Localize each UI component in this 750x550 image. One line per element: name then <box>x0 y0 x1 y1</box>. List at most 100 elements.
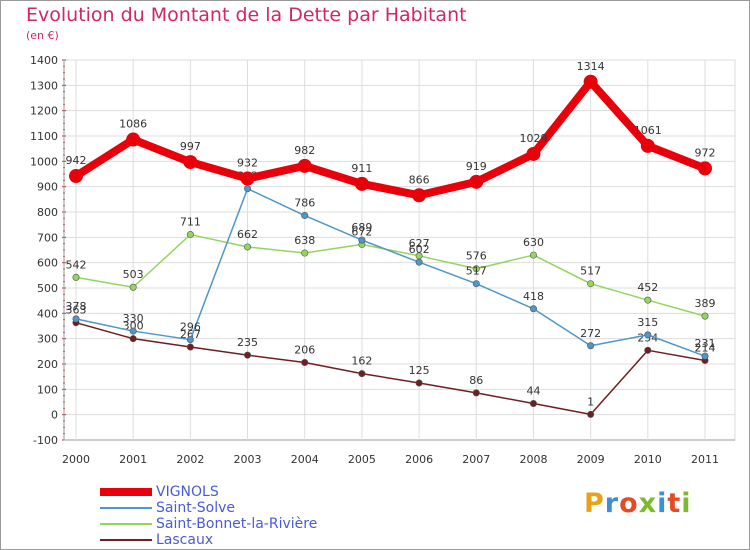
legend-item: VIGNOLS <box>100 484 380 500</box>
data-label: 296 <box>180 321 201 334</box>
data-label: 235 <box>237 336 258 349</box>
data-label: 1061 <box>634 124 662 137</box>
data-label: 972 <box>695 146 716 159</box>
data-label: 638 <box>294 234 315 247</box>
data-point <box>301 212 309 220</box>
data-point <box>472 389 480 397</box>
data-point <box>129 283 137 291</box>
data-point <box>297 158 312 173</box>
data-label: 1 <box>587 395 594 408</box>
data-point <box>415 379 423 387</box>
data-point <box>587 410 595 418</box>
data-point <box>644 296 652 304</box>
legend-swatch <box>100 488 152 496</box>
data-label: 627 <box>409 237 430 250</box>
x-tick-label: 2008 <box>519 453 547 466</box>
legend-swatch <box>100 507 152 509</box>
data-label: 542 <box>66 258 87 271</box>
data-point <box>244 351 252 359</box>
data-point <box>529 251 537 259</box>
data-label: 517 <box>580 265 601 278</box>
series-line-VIGNOLS <box>72 77 709 200</box>
logo-letter: P <box>584 488 605 519</box>
y-tick-label: -100 <box>33 434 58 447</box>
legend-item: Saint-Bonnet-la-Rivière <box>100 516 380 532</box>
data-label: 1314 <box>577 60 605 73</box>
x-tick-label: 2010 <box>634 453 662 466</box>
data-label: 672 <box>351 225 372 238</box>
data-point <box>358 370 366 378</box>
x-tick-label: 2011 <box>691 453 719 466</box>
x-tick-label: 2004 <box>291 453 319 466</box>
series-line-Lascaux <box>75 321 706 416</box>
data-label: 214 <box>695 341 716 354</box>
legend-item: Lascaux <box>100 532 380 548</box>
chart-subtitle: (en €) <box>26 29 59 42</box>
data-label: 630 <box>523 236 544 249</box>
data-label: 911 <box>351 162 372 175</box>
x-tick-label: 2009 <box>577 453 605 466</box>
y-tick-label: 1100 <box>30 130 58 143</box>
y-tick-label: 700 <box>37 231 58 244</box>
data-label: 689 <box>351 221 372 234</box>
data-point <box>129 327 137 335</box>
y-tick-label: 200 <box>37 358 58 371</box>
data-point <box>640 138 655 153</box>
data-point <box>301 358 309 366</box>
data-point <box>698 161 712 176</box>
x-tick-label: 2001 <box>119 453 147 466</box>
data-point <box>529 400 537 408</box>
data-label: 330 <box>123 312 144 325</box>
chart-title: Evolution du Montant de la Dette par Hab… <box>26 4 467 26</box>
series-line-Saint-Bonnet-la-Rivière <box>75 233 706 317</box>
data-point <box>186 343 194 351</box>
data-label: 272 <box>580 327 601 340</box>
data-label: 1029 <box>519 132 547 145</box>
x-tick-label: 2005 <box>348 453 376 466</box>
data-label: 997 <box>180 140 201 153</box>
data-label: 315 <box>637 316 658 329</box>
data-label: 378 <box>66 300 87 313</box>
data-point <box>587 280 595 288</box>
legend-swatch <box>100 523 152 525</box>
data-label: 231 <box>695 337 716 350</box>
data-label: 389 <box>695 297 716 310</box>
data-label: 418 <box>523 290 544 303</box>
logo-letter: o <box>619 488 639 519</box>
data-point <box>240 171 255 186</box>
y-tick-label: 800 <box>37 206 58 219</box>
data-point <box>69 169 83 184</box>
y-tick-label: 600 <box>37 257 58 270</box>
data-point <box>186 231 194 239</box>
logo-letter: i <box>657 488 668 519</box>
data-point <box>126 132 141 147</box>
data-label: 503 <box>123 268 144 281</box>
data-point <box>412 188 427 203</box>
data-point <box>701 312 709 320</box>
legend-label: Lascaux <box>156 532 214 548</box>
data-point <box>644 331 652 339</box>
data-point <box>186 336 194 344</box>
y-tick-label: 100 <box>37 383 58 396</box>
data-point <box>415 258 423 266</box>
data-label: 206 <box>294 343 315 356</box>
data-point <box>587 342 595 350</box>
data-label: 932 <box>237 157 258 170</box>
series-line-Saint-Solve <box>75 187 706 357</box>
data-point <box>472 280 480 288</box>
data-point <box>72 315 80 323</box>
x-tick-label: 2000 <box>62 453 90 466</box>
data-label: 1086 <box>119 118 147 131</box>
data-label: 919 <box>466 160 487 173</box>
legend-label: VIGNOLS <box>156 484 219 500</box>
data-label: 267 <box>180 328 201 341</box>
y-tick-label: 0 <box>51 409 58 422</box>
y-tick-label: 300 <box>37 333 58 346</box>
y-tick-label: 400 <box>37 307 58 320</box>
logo-letter: t <box>667 488 682 519</box>
data-label: 982 <box>294 144 315 157</box>
data-label: 86 <box>469 374 483 387</box>
data-point <box>644 346 652 354</box>
